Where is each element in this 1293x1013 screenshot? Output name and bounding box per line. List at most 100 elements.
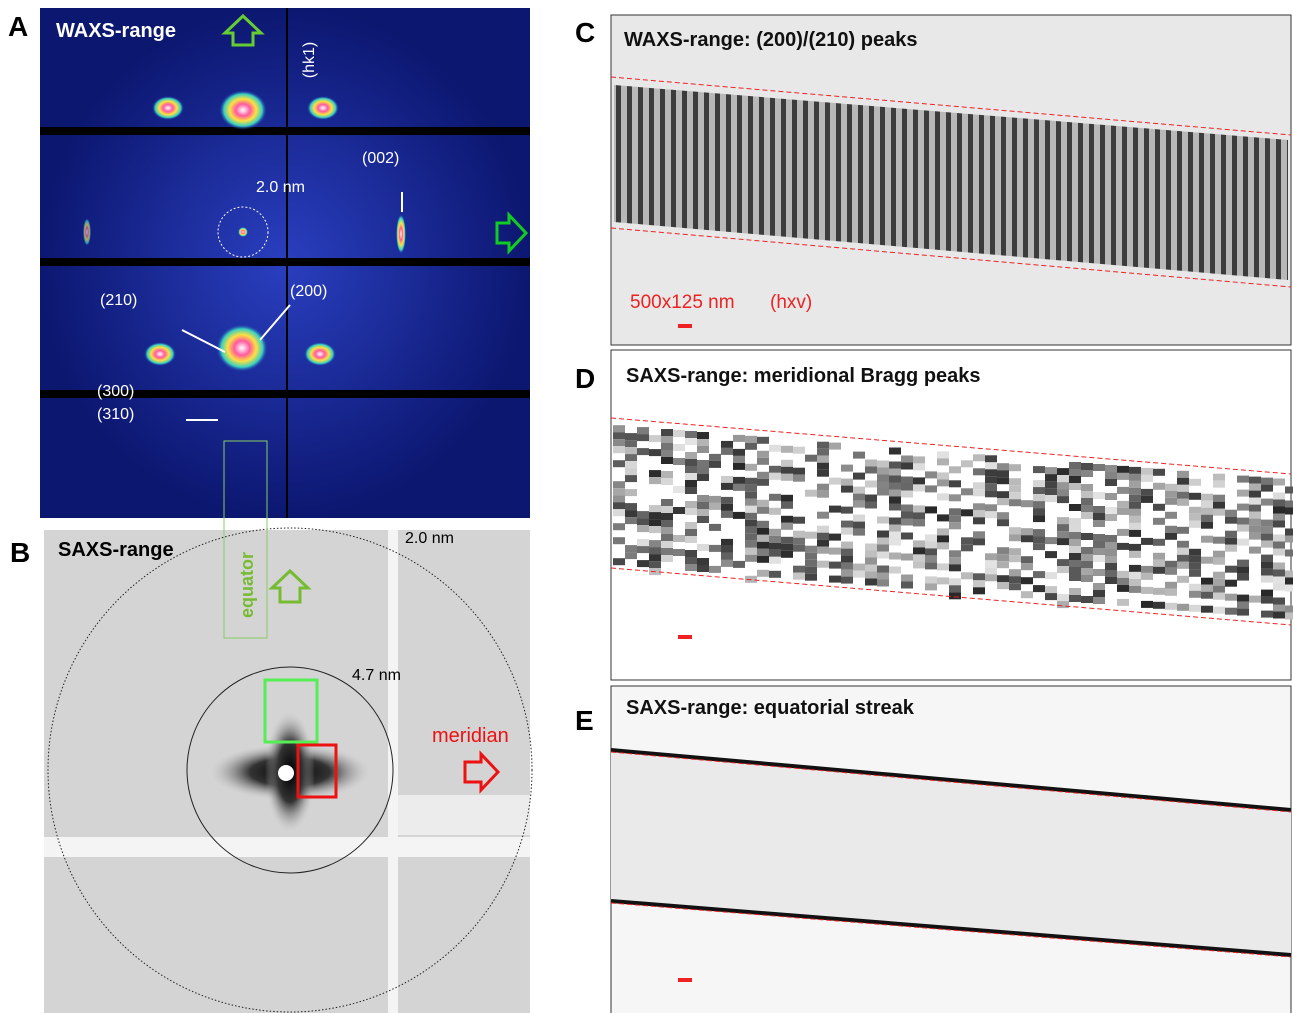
pixel (1165, 491, 1177, 498)
pixel (721, 546, 733, 553)
pixel (1093, 534, 1105, 541)
pixel (649, 519, 661, 526)
pixel (829, 548, 841, 555)
pixel (1189, 563, 1201, 570)
pixel (745, 506, 757, 513)
pixel (1117, 466, 1129, 473)
pixel (937, 535, 949, 542)
pixel (1045, 586, 1057, 593)
pixel (1057, 468, 1069, 475)
pixel (709, 503, 721, 510)
pixel (733, 477, 745, 484)
pixel (685, 487, 697, 494)
pixel (925, 548, 937, 555)
pixel (1237, 560, 1249, 567)
pixel (1225, 517, 1237, 524)
pixel (853, 473, 865, 480)
pixel (1069, 483, 1081, 490)
pixel (1213, 607, 1225, 614)
pixel (973, 482, 985, 489)
pixel (949, 480, 961, 487)
annotation: equator (237, 552, 257, 618)
pixel (841, 465, 853, 472)
pixel (805, 567, 817, 574)
pixel (1201, 494, 1213, 501)
pixel (1129, 572, 1141, 579)
pixel (1225, 531, 1237, 538)
pixel (733, 484, 745, 491)
pixel (997, 575, 1009, 582)
pixel (1141, 475, 1153, 482)
pixel (937, 528, 949, 535)
pixel (1117, 508, 1129, 515)
peak (144, 342, 176, 366)
pixel (853, 522, 865, 529)
pixel (1249, 547, 1261, 554)
pixel (829, 443, 841, 450)
pixel (997, 477, 1009, 484)
pixel (1189, 584, 1201, 591)
pixel (1057, 489, 1069, 496)
pixel (661, 436, 673, 443)
pixel (997, 512, 1009, 519)
pixel (901, 463, 913, 470)
pixel (961, 572, 973, 579)
pixel (1237, 525, 1249, 532)
scale-label: 500x125 nm (630, 292, 735, 313)
pixel (625, 454, 637, 461)
pixel (769, 473, 781, 480)
pixel (793, 517, 805, 524)
pixel (1129, 488, 1141, 495)
pixel (1081, 575, 1093, 582)
pixel (901, 582, 913, 589)
page: {"panels":[ {"letter":"A","title":"WAXS-… (0, 0, 1293, 1013)
pixel (817, 533, 829, 540)
pixel (1273, 535, 1285, 542)
pixel (685, 438, 697, 445)
pixel (1105, 472, 1117, 479)
pixel (1213, 537, 1225, 544)
pixel (1009, 555, 1021, 562)
pixel (1081, 484, 1093, 491)
pixel (985, 553, 997, 560)
pixel (745, 478, 757, 485)
pixel (1189, 556, 1201, 563)
pixel (1033, 494, 1045, 501)
pixel (793, 531, 805, 538)
pixel (1105, 479, 1117, 486)
pixel (841, 563, 853, 570)
pixel (793, 538, 805, 545)
pixel (1129, 530, 1141, 537)
pixel (1177, 527, 1189, 534)
pixel (1105, 549, 1117, 556)
pixel (1081, 554, 1093, 561)
pixel (1033, 466, 1045, 473)
pixel (997, 561, 1009, 568)
pixel (865, 502, 877, 509)
pixel (1105, 542, 1117, 549)
pixel (949, 515, 961, 522)
pixel (1177, 471, 1189, 478)
pixel (1237, 539, 1249, 546)
pixel (745, 527, 757, 534)
pixel (1177, 576, 1189, 583)
pixel (1033, 480, 1045, 487)
pixel (841, 528, 853, 535)
pixel (817, 547, 829, 554)
pixel (1069, 595, 1081, 602)
pixel (853, 501, 865, 508)
pixel (757, 507, 769, 514)
pixel (1225, 538, 1237, 545)
pixel (1213, 572, 1225, 579)
pixel (745, 520, 757, 527)
pixel (1261, 478, 1273, 485)
pixel (1009, 478, 1021, 485)
pixel (889, 490, 901, 497)
pixel (1273, 514, 1285, 521)
panel-title: SAXS-range: meridional Bragg peaks (626, 365, 981, 387)
pixel (877, 580, 889, 587)
pixel (781, 544, 793, 551)
pixel (889, 525, 901, 532)
pixel (841, 542, 853, 549)
pixel (961, 537, 973, 544)
